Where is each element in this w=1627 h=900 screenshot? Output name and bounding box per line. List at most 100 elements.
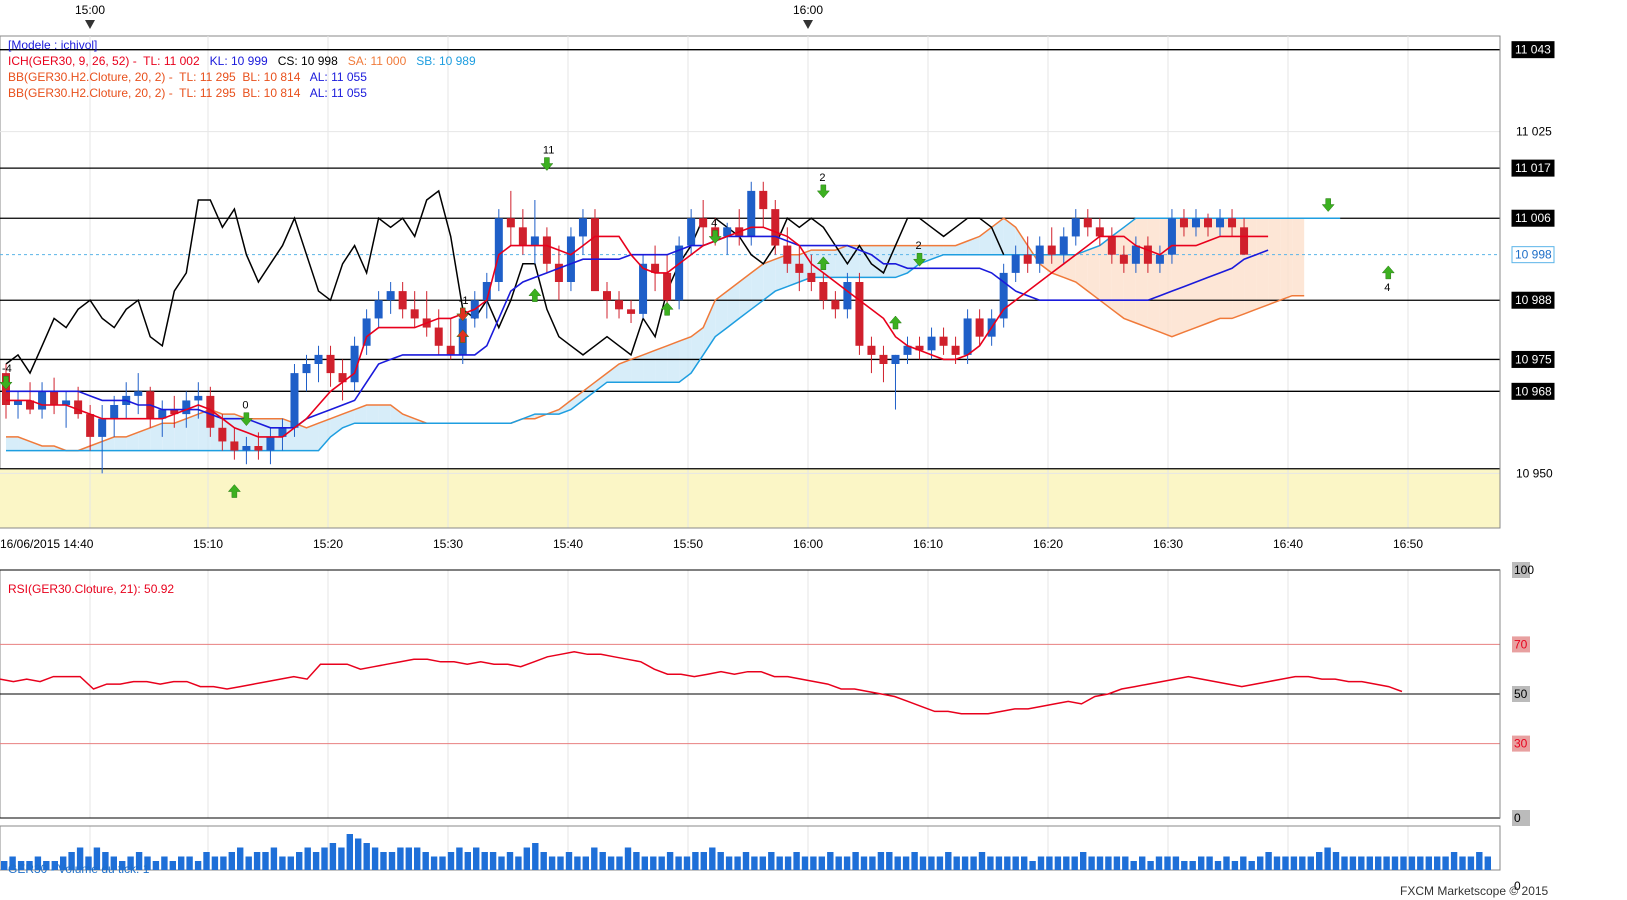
volume-bar [928,856,935,870]
volume-bar [666,852,674,870]
volume-bar [759,856,766,870]
ichimoku-cloud-segment [234,414,247,451]
y-axis-price-box [1511,159,1555,177]
volume-bar [1172,856,1180,870]
ichimoku-cloud-segment [42,446,55,451]
candle-body [627,309,636,314]
volume-bar [523,847,530,870]
signal-arrow-down [912,252,927,267]
volume-bar [43,861,50,870]
volume-bar [371,847,379,870]
volume-bar [700,852,707,870]
volume-bar [1037,856,1045,870]
volume-bar [919,856,927,870]
y-axis-label: 10 950 [1516,466,1553,480]
candle-body [542,236,551,264]
candle-body [482,282,491,301]
volume-bar [1155,856,1163,870]
candle-body [158,409,167,419]
volume-bar [1400,856,1407,870]
candle-body [867,345,876,355]
volume-bar [144,856,151,870]
candle-body [1179,218,1188,228]
ichimoku-cloud-segment [619,359,632,383]
volume-bar [430,856,438,870]
candle-body [807,272,816,282]
signal-arrow-up [1381,265,1395,280]
ichimoku-cloud-segment [1087,245,1100,301]
rsi-axis-label: 50 [1514,687,1528,701]
ichimoku-cloud-segment [871,245,884,278]
volume-bar [312,852,320,870]
volume-bar [1113,856,1121,870]
volume-bar [1088,856,1095,870]
volume-bar [1366,856,1373,870]
candle-body [374,300,383,319]
volume-bar [1408,856,1416,870]
volume-bar [51,861,58,870]
candle-body [1023,254,1032,264]
volume-bar [473,847,480,870]
ichimoku-cloud-segment [378,405,391,424]
legend-segment: AL: 11 055 [309,70,367,84]
signal-arrow-down [239,412,253,427]
volume-bar [532,843,539,870]
signal-arrow-up [528,288,542,302]
ichimoku-cloud-segment [90,441,103,451]
volume-bar [127,856,134,870]
signal-label: 0 [242,400,248,412]
signal-arrow-down [540,157,554,171]
volume-bar [186,856,193,870]
x-axis-tick-label: 15:10 [193,537,223,551]
volume-bar [548,856,556,870]
signal-label: 11 [543,145,554,157]
candle-body [747,190,756,237]
kijun-sen-line [6,235,1269,429]
volume-bar [161,856,168,870]
volume-bar [498,856,505,870]
volume-bar [1467,856,1475,870]
volume-bar [1383,856,1390,870]
senkou-span-b-line [6,217,1341,452]
ichimoku-cloud-segment [1183,218,1196,333]
volume-bar [725,856,733,870]
volume-bar [1307,856,1314,870]
candle-body [1240,227,1249,255]
ichimoku-cloud-segment [126,432,139,451]
ichimoku-cloud-segment [607,364,620,383]
volume-bar [270,847,278,870]
volume-bar [1164,856,1171,870]
candle-body [326,354,335,374]
volume-bar [245,856,252,870]
candle-body [518,227,527,246]
legend-segment: SB: 10 989 [416,54,476,68]
volume-bar [447,852,455,870]
candle-body [663,272,672,301]
y-axis-price-label: 11 043 [1515,43,1551,57]
volume-axis-label: 0 [1514,879,1521,893]
volume-bar [203,852,210,870]
x-axis-tick-label: 16:00 [793,537,823,551]
candle-body [879,354,888,364]
signal-arrow-down [708,230,722,244]
time-marker-icon [803,20,813,29]
volume-bar [1206,856,1213,870]
top-time-label: 15:00 [75,3,105,17]
bollinger-legend-2: BB(GER30.H2.Cloture, 20, 2) - TL: 11 295… [8,86,367,100]
volume-bar [338,847,345,870]
volume-bar [1358,856,1365,870]
volume-bar [1046,856,1053,870]
y-axis-price-box [1511,291,1555,309]
volume-bar [456,847,463,870]
legend-segment: KL: 10 999 [209,54,278,68]
ichimoku-cloud-segment [366,405,379,424]
volume-bar [860,856,868,870]
signal-arrow-down [1321,198,1335,212]
volume-bar [169,861,176,870]
senkou-span-a-line [6,217,1305,452]
candle-body [50,391,59,405]
volume-bar [886,852,893,870]
volume-bar [405,847,412,870]
time-marker-icon [85,20,95,29]
candle-body [26,400,35,410]
